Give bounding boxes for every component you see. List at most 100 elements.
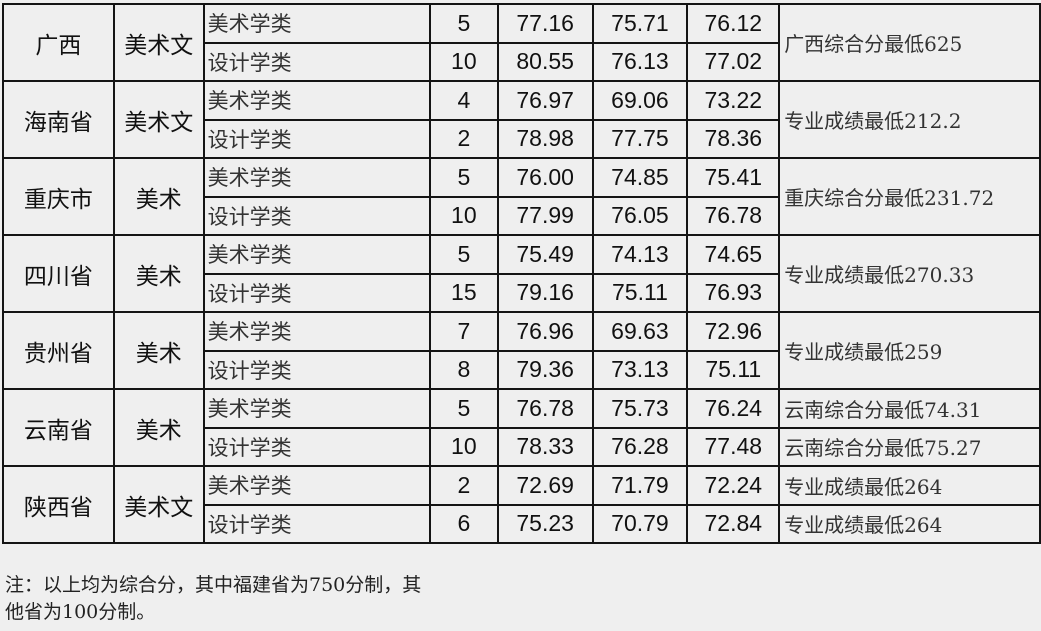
province-cell: 贵州省 (2, 311, 115, 390)
max-score-cell: 79.16 (496, 272, 594, 313)
note-cell: 云南综合分最低74.31 (778, 388, 1041, 429)
min-score-cell: 77.75 (591, 118, 689, 159)
max-score-cell: 78.33 (496, 426, 594, 467)
table-row: 海南省 美术文 美术学类 4 76.97 69.06 73.22 专业成绩最低212.2 (2, 80, 1041, 159)
avg-score-cell: 75.41 (686, 157, 781, 198)
note-cell: 专业成绩最低259 (778, 311, 1041, 390)
min-score-cell: 69.63 (591, 311, 689, 352)
major-cell: 设计学类 (202, 118, 431, 159)
count-cell: 10 (428, 41, 499, 82)
count-cell: 5 (428, 388, 499, 429)
avg-score-cell: 76.78 (686, 195, 781, 236)
province-cell: 广西 (2, 3, 115, 82)
count-cell: 5 (428, 234, 499, 275)
avg-score-cell: 72.96 (686, 311, 781, 352)
table-row: 云南省 美术 美术学类 5 76.78 75.73 76.24 云南综合分最低74.31 (2, 388, 1041, 467)
major-cell: 美术学类 (202, 311, 431, 352)
province-cell: 重庆市 (2, 157, 115, 236)
table-row: 设计学类 8 79.36 73.13 75.11 (3, 349, 1040, 390)
min-score-cell: 74.85 (591, 157, 689, 198)
table-row: 设计学类 15 79.16 75.11 76.93 (3, 272, 1040, 313)
max-score-cell: 77.16 (496, 3, 594, 44)
avg-score-cell: 78.36 (686, 118, 781, 159)
table-row: 贵州省 美术 美术学类 7 76.96 69.63 72.96 专业成绩最低259 (2, 311, 1041, 390)
count-cell: 6 (428, 503, 499, 544)
footnote: 注：以上均为综合分，其中福建省为750分制，其他省为100分制。 (5, 574, 422, 623)
min-score-cell: 75.71 (591, 3, 689, 44)
note-cell: 重庆综合分最低231.72 (778, 157, 1041, 236)
major-cell: 美术学类 (202, 234, 431, 275)
count-cell: 10 (428, 195, 499, 236)
table-row: 设计学类 2 78.98 77.75 78.36 (3, 118, 1040, 159)
min-score-cell: 76.13 (591, 41, 689, 82)
min-score-cell: 73.13 (591, 349, 689, 390)
category-cell: 美术 (112, 234, 205, 313)
max-score-cell: 80.55 (496, 41, 594, 82)
count-cell: 2 (428, 465, 499, 506)
count-cell: 5 (428, 3, 499, 44)
min-score-cell: 71.79 (591, 465, 689, 506)
min-score-cell: 76.28 (591, 426, 689, 467)
avg-score-cell: 75.11 (686, 349, 781, 390)
table-row: 设计学类 10 78.33 76.28 77.48 云南综合分最低75.27 (3, 426, 1041, 467)
avg-score-cell: 77.02 (686, 41, 781, 82)
count-cell: 15 (428, 272, 499, 313)
count-cell: 4 (428, 80, 499, 121)
min-score-cell: 70.79 (591, 503, 689, 544)
major-cell: 美术学类 (202, 80, 431, 121)
category-cell: 美术 (112, 157, 205, 236)
count-cell: 10 (428, 426, 499, 467)
note-cell: 专业成绩最低212.2 (778, 80, 1041, 159)
min-score-cell: 69.06 (591, 80, 689, 121)
province-cell: 四川省 (2, 234, 115, 313)
table-row: 设计学类 10 77.99 76.05 76.78 (3, 195, 1040, 236)
category-cell: 美术文 (112, 80, 205, 159)
max-score-cell: 75.49 (496, 234, 594, 275)
table-row: 陕西省 美术文 美术学类 2 72.69 71.79 72.24 专业成绩最低264 (2, 465, 1041, 544)
max-score-cell: 76.97 (496, 80, 594, 121)
table-row: 广西 美术文 美术学类 5 77.16 75.71 76.12 广西综合分最低625 (2, 3, 1041, 82)
avg-score-cell: 72.24 (686, 465, 781, 506)
max-score-cell: 78.98 (496, 118, 594, 159)
min-score-cell: 75.11 (591, 272, 689, 313)
major-cell: 美术学类 (202, 157, 431, 198)
table-row: 四川省 美术 美术学类 5 75.49 74.13 74.65 专业成绩最低270.33 (2, 234, 1041, 313)
category-cell: 美术 (112, 388, 205, 467)
major-cell: 美术学类 (202, 3, 431, 44)
min-score-cell: 75.73 (591, 388, 689, 429)
province-cell: 云南省 (2, 388, 115, 467)
major-cell: 设计学类 (202, 195, 431, 236)
category-cell: 美术 (112, 311, 205, 390)
min-score-cell: 74.13 (591, 234, 689, 275)
max-score-cell: 75.23 (496, 503, 594, 544)
note-cell: 专业成绩最低264 (778, 503, 1041, 544)
avg-score-cell: 73.22 (686, 80, 781, 121)
major-cell: 设计学类 (202, 41, 431, 82)
major-cell: 设计学类 (202, 426, 431, 467)
avg-score-cell: 76.12 (686, 3, 781, 44)
max-score-cell: 76.00 (496, 157, 594, 198)
major-cell: 设计学类 (202, 503, 431, 544)
count-cell: 2 (428, 118, 499, 159)
max-score-cell: 72.69 (496, 465, 594, 506)
avg-score-cell: 76.24 (686, 388, 781, 429)
note-cell: 专业成绩最低264 (778, 465, 1041, 506)
category-cell: 美术文 (112, 3, 205, 82)
count-cell: 7 (428, 311, 499, 352)
max-score-cell: 76.96 (496, 311, 594, 352)
count-cell: 8 (428, 349, 499, 390)
avg-score-cell: 77.48 (686, 426, 781, 467)
province-cell: 海南省 (2, 80, 115, 159)
avg-score-cell: 76.93 (686, 272, 781, 313)
major-cell: 美术学类 (202, 465, 431, 506)
avg-score-cell: 72.84 (686, 503, 781, 544)
max-score-cell: 79.36 (496, 349, 594, 390)
major-cell: 设计学类 (202, 349, 431, 390)
table-row: 设计学类 10 80.55 76.13 77.02 (3, 41, 1040, 82)
note-cell: 广西综合分最低625 (778, 3, 1041, 82)
max-score-cell: 76.78 (496, 388, 594, 429)
min-score-cell: 76.05 (591, 195, 689, 236)
major-cell: 美术学类 (202, 388, 431, 429)
category-cell: 美术文 (112, 465, 205, 544)
note-cell: 专业成绩最低270.33 (778, 234, 1041, 313)
